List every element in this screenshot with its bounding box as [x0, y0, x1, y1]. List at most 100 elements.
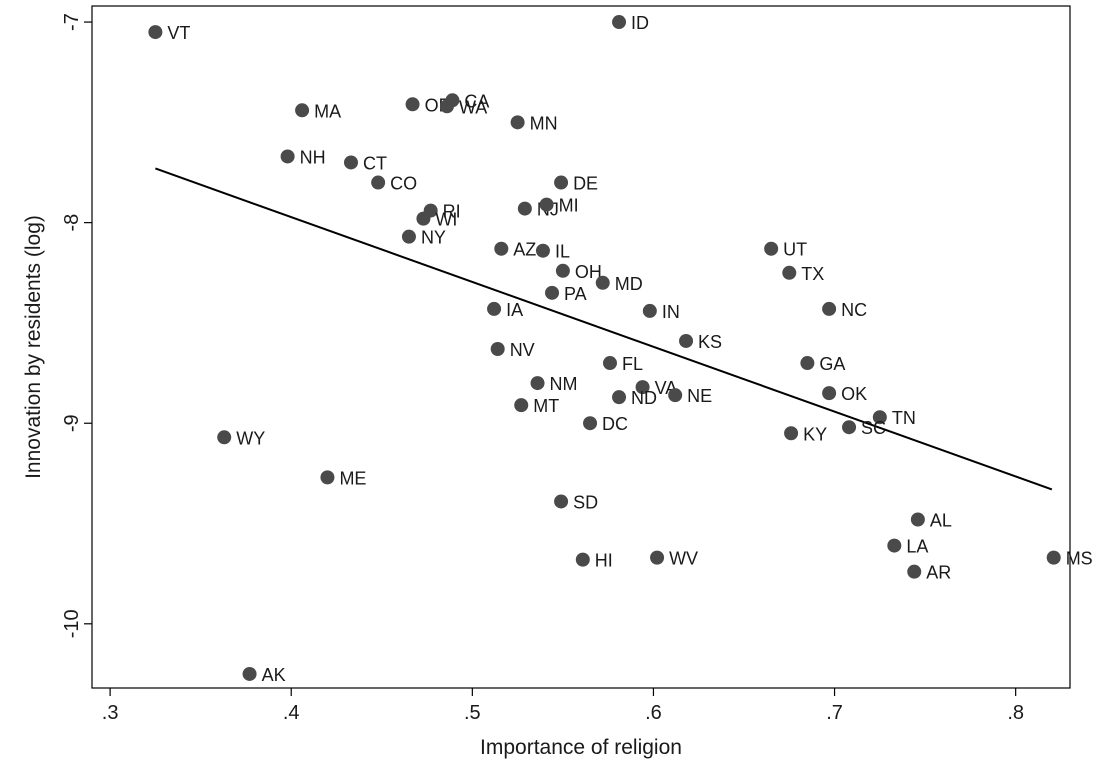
point-marker	[1046, 550, 1061, 565]
point-label: AZ	[513, 240, 536, 260]
point-marker	[635, 380, 650, 395]
data-point-dc: DC	[583, 414, 628, 434]
point-marker	[242, 666, 257, 681]
point-label: MS	[1066, 549, 1093, 569]
point-label: OK	[841, 384, 867, 404]
point-label: ID	[631, 13, 649, 33]
point-marker	[642, 303, 657, 318]
point-marker	[554, 175, 569, 190]
point-label: LA	[906, 537, 928, 557]
points-layer: VTIDMAORCAWAMNNHCTCODERIWINJMINYAZILUTOH…	[148, 13, 1093, 685]
plot-frame	[91, 5, 1071, 689]
data-point-nv: NV	[490, 340, 535, 360]
point-marker	[910, 512, 925, 527]
data-point-me: ME	[320, 468, 366, 488]
point-label: FL	[622, 354, 643, 374]
point-label: IN	[662, 302, 680, 322]
point-marker	[575, 552, 590, 567]
data-point-ia: IA	[487, 300, 523, 320]
point-label: IL	[555, 242, 570, 262]
data-point-ok: OK	[822, 384, 867, 404]
data-point-mt: MT	[514, 396, 559, 416]
point-marker	[842, 420, 857, 435]
data-point-in: IN	[642, 302, 680, 322]
point-marker	[494, 241, 509, 256]
point-label: GA	[819, 354, 845, 374]
point-marker	[554, 494, 569, 509]
x-axis-title: Importance of religion	[480, 736, 682, 759]
y-axis-title: Innovation by residents (log)	[22, 215, 45, 479]
point-marker	[583, 416, 598, 431]
x-tick-label: .8	[1007, 702, 1024, 724]
data-point-sd: SD	[554, 492, 598, 512]
point-label: VT	[167, 23, 190, 43]
data-point-id: ID	[612, 13, 649, 33]
point-marker	[416, 211, 431, 226]
data-point-hi: HI	[575, 551, 613, 571]
point-label: MT	[533, 396, 559, 416]
data-point-pa: PA	[545, 284, 587, 304]
point-marker	[668, 388, 683, 403]
y-tick-label: -9	[61, 414, 83, 432]
point-label: NY	[421, 228, 446, 248]
point-label: AL	[930, 511, 952, 531]
data-point-az: AZ	[494, 240, 536, 260]
point-label: SC	[861, 418, 886, 438]
point-label: DC	[602, 414, 628, 434]
point-label: WV	[669, 549, 698, 569]
point-marker	[517, 201, 532, 216]
point-label: PA	[564, 284, 587, 304]
data-point-ky: KY	[784, 424, 827, 444]
y-axis: -10 -9 -8 -7	[61, 13, 92, 638]
point-label: WY	[236, 428, 265, 448]
data-point-ma: MA	[295, 101, 341, 121]
point-marker	[439, 99, 454, 114]
data-point-ct: CT	[343, 153, 387, 173]
data-point-de: DE	[554, 174, 598, 194]
point-label: AR	[926, 563, 951, 583]
data-point-wi: WI	[416, 210, 457, 230]
data-point-sc: SC	[842, 418, 886, 438]
point-label: HI	[595, 551, 613, 571]
point-label: ND	[631, 388, 657, 408]
data-point-ny: NY	[401, 228, 446, 248]
point-marker	[545, 285, 560, 300]
point-label: MI	[559, 196, 579, 216]
y-tick-label: -10	[61, 609, 83, 638]
data-point-wy: WY	[217, 428, 265, 448]
point-label: WI	[435, 210, 457, 230]
point-label: RI	[443, 202, 461, 222]
point-marker	[650, 550, 665, 565]
data-point-il: IL	[535, 242, 570, 262]
point-label: NH	[300, 147, 326, 167]
point-marker	[887, 538, 902, 553]
point-marker	[535, 243, 550, 258]
data-point-ar: AR	[907, 563, 951, 583]
point-marker	[490, 342, 505, 357]
data-point-nm: NM	[530, 374, 578, 394]
point-marker	[782, 265, 797, 280]
data-point-co: CO	[371, 174, 417, 194]
point-label: TN	[892, 408, 916, 428]
point-marker	[555, 263, 570, 278]
point-label: NV	[510, 340, 535, 360]
point-marker	[487, 301, 502, 316]
data-point-ut: UT	[764, 240, 807, 260]
point-marker	[872, 410, 887, 425]
data-point-ak: AK	[242, 665, 286, 685]
point-marker	[764, 241, 779, 256]
point-marker	[280, 149, 295, 164]
data-point-wv: WV	[650, 549, 698, 569]
point-label: ME	[339, 468, 366, 488]
point-marker	[510, 115, 525, 130]
point-marker	[822, 386, 837, 401]
data-point-vt: VT	[148, 23, 190, 43]
point-label: AK	[262, 665, 286, 685]
data-point-ne: NE	[668, 386, 712, 406]
point-label: CA	[464, 91, 489, 111]
x-tick-label: .5	[464, 702, 481, 724]
point-label: OH	[575, 262, 602, 282]
x-axis: .3 .4 .5 .6 .7 .8	[102, 688, 1024, 724]
point-label: TX	[801, 264, 824, 284]
data-point-wa: WA	[439, 97, 487, 117]
